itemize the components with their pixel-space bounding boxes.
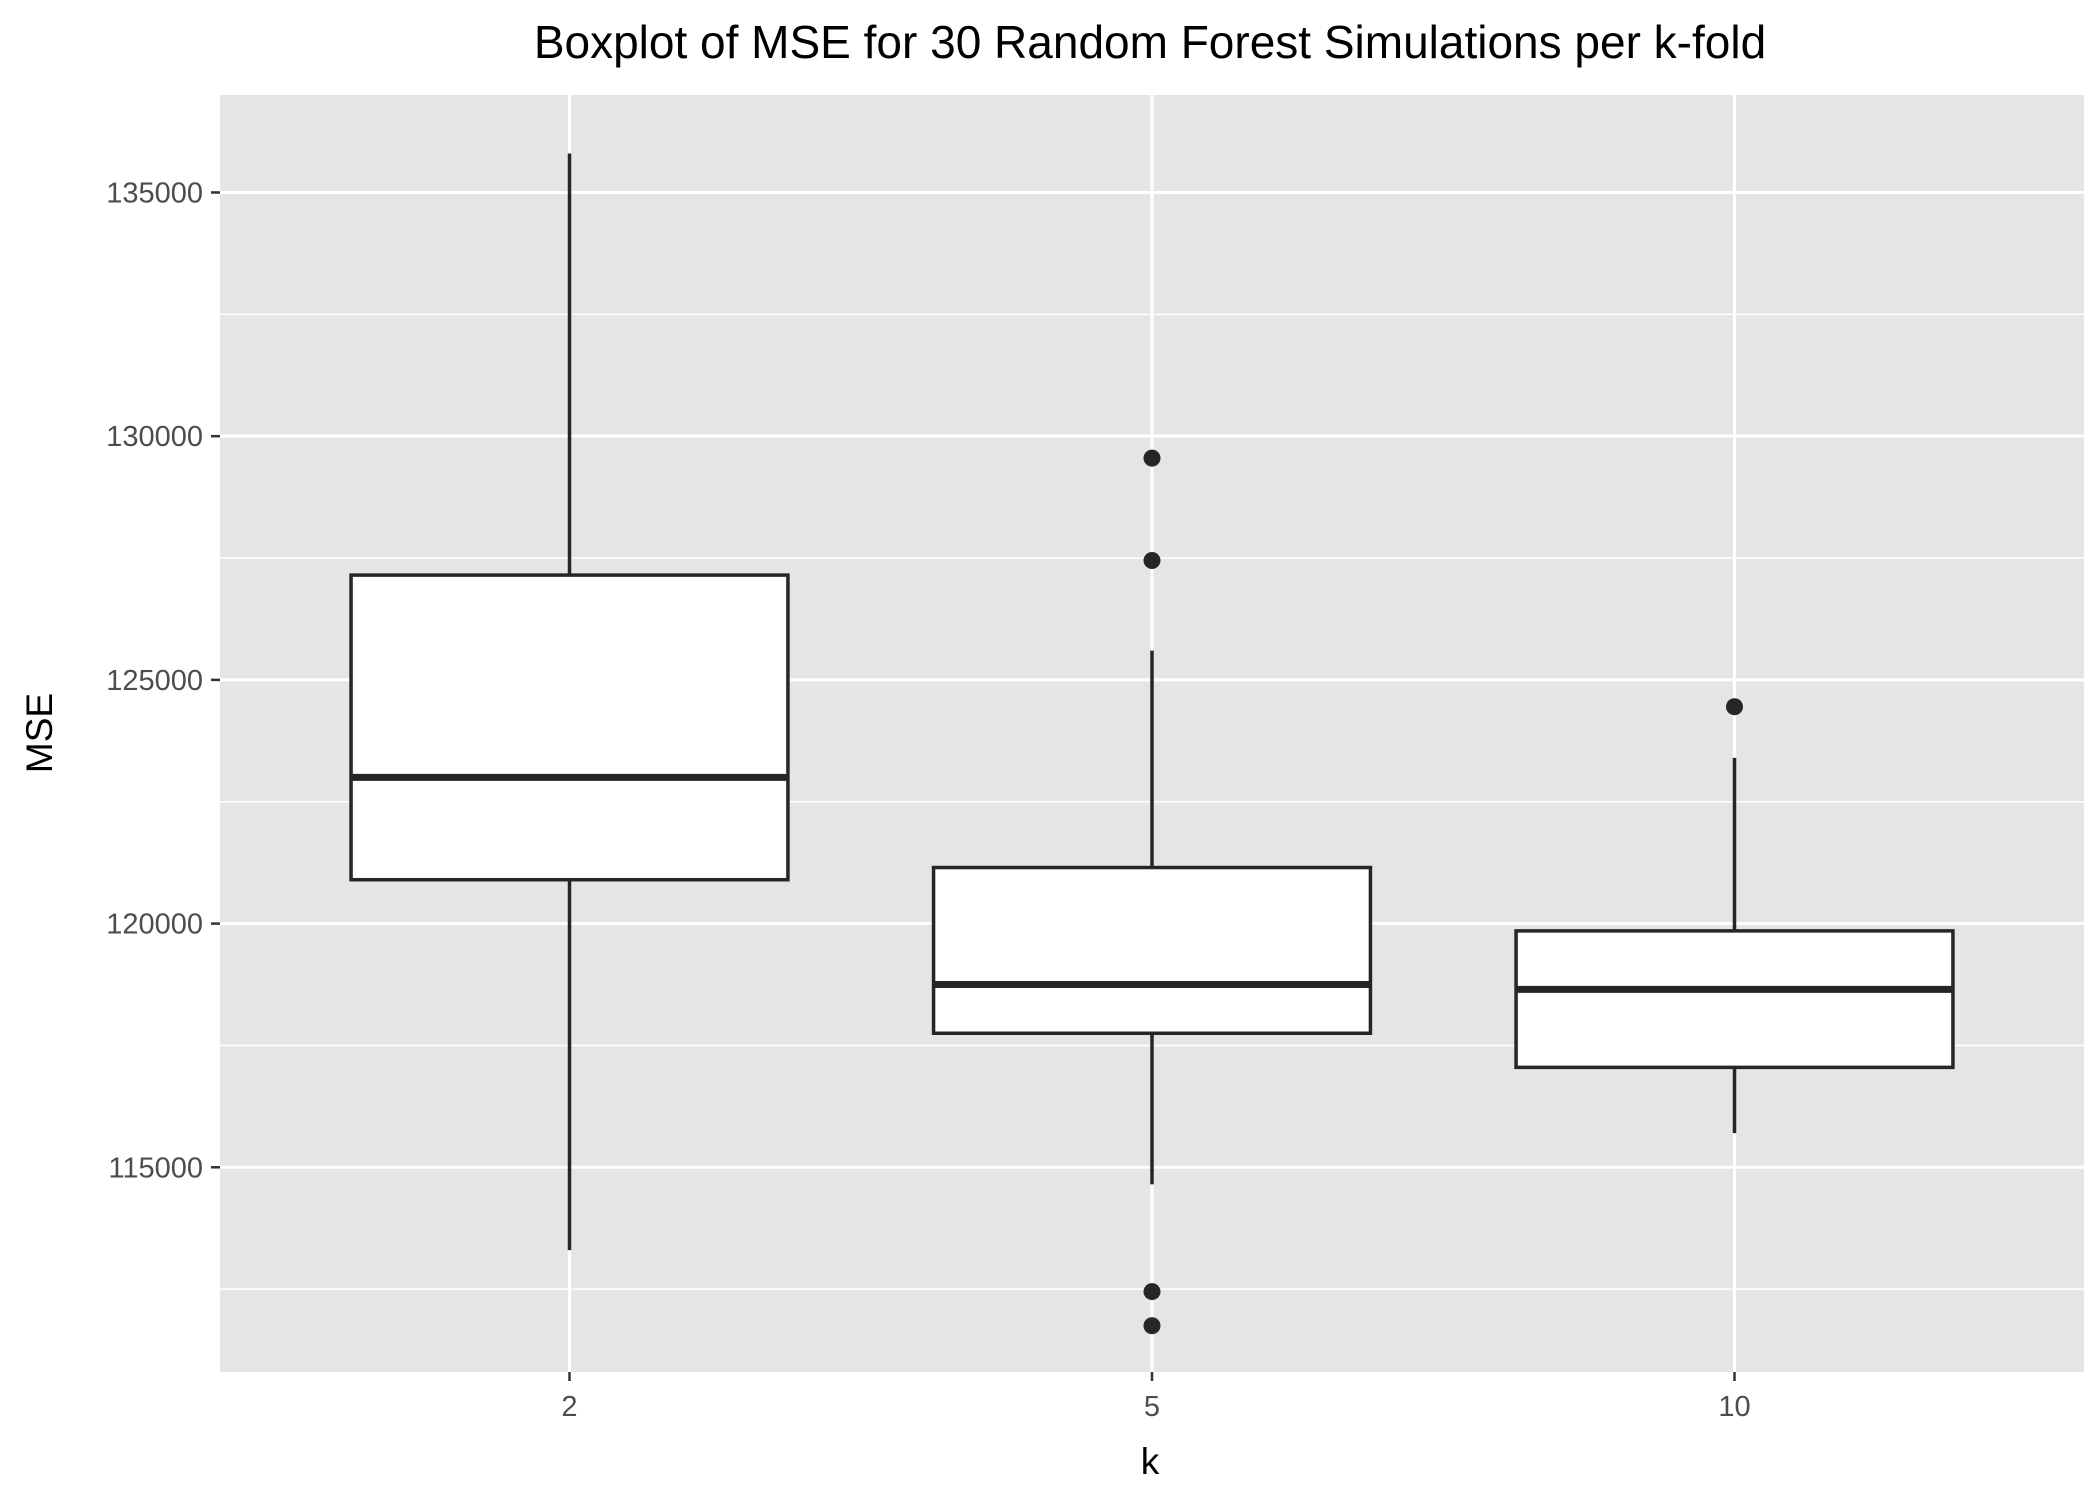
x-axis: 2 5 10	[561, 1372, 1751, 1423]
outlier-point	[1726, 698, 1743, 716]
x-axis-title: k	[1141, 1441, 1160, 1482]
y-tick-label: 135000	[106, 177, 203, 209]
outlier-point	[1143, 1317, 1161, 1335]
y-tick-label: 125000	[106, 665, 203, 697]
y-axis-title: MSE	[19, 693, 60, 773]
iqr-box	[931, 865, 1373, 1036]
outlier-point	[1143, 1283, 1161, 1301]
outlier-point	[1143, 551, 1161, 569]
iqr-box	[1514, 929, 1955, 1070]
x-tick-label: 5	[1144, 1391, 1160, 1423]
y-axis: 115000 120000 125000 130000 135000	[106, 177, 220, 1184]
x-tick-label: 2	[561, 1391, 577, 1423]
box-2	[349, 153, 790, 1251]
iqr-box	[349, 573, 790, 882]
box-10	[1514, 698, 1955, 1134]
y-tick-label: 115000	[108, 1152, 203, 1184]
y-tick-label: 130000	[106, 421, 203, 453]
box-5	[931, 449, 1373, 1335]
chart-title: Boxplot of MSE for 30 Random Forest Simu…	[534, 16, 1766, 68]
y-tick-label: 120000	[106, 909, 203, 941]
x-tick-label: 10	[1718, 1391, 1750, 1423]
outlier-point	[1143, 449, 1161, 467]
box-series	[349, 153, 1955, 1335]
